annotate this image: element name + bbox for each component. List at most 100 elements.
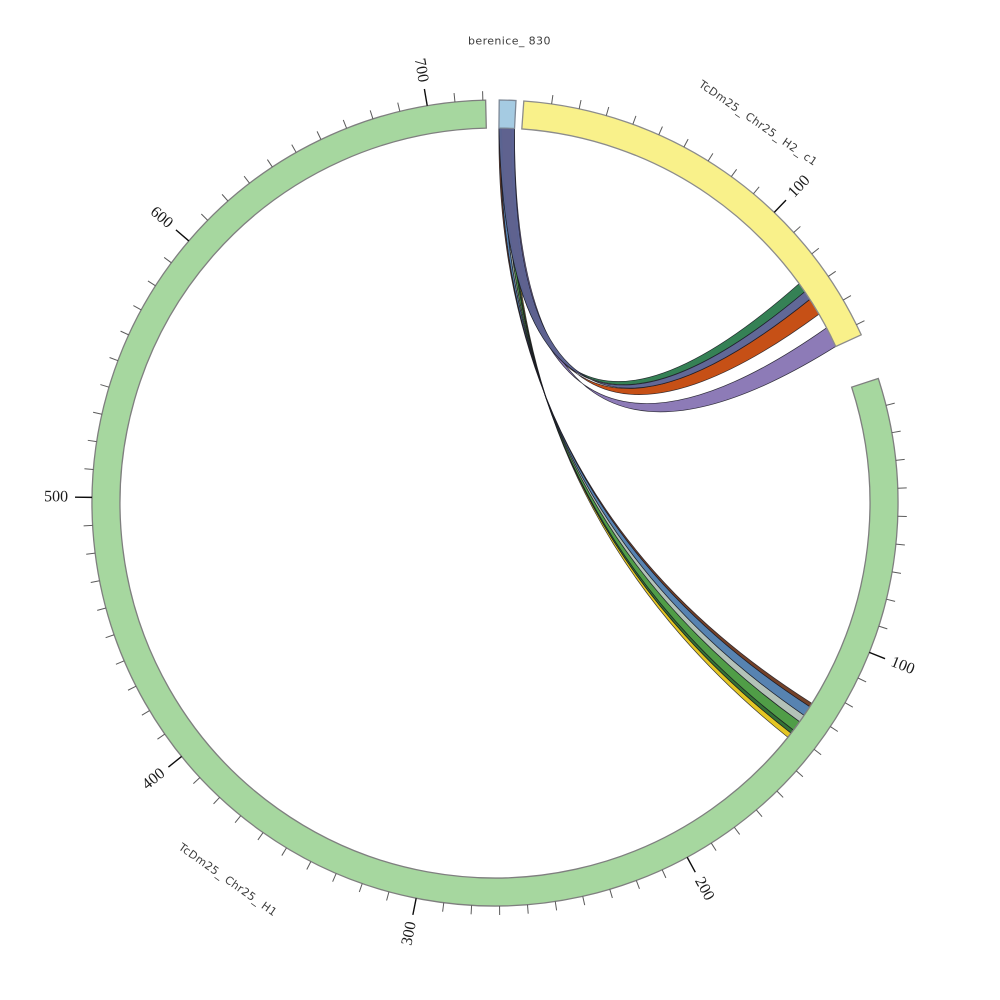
minor-tick-TcDm25_Chr25_H1-680 bbox=[369, 110, 374, 120]
tick-label-TcDm25_Chr25_H1-400: 400 bbox=[139, 765, 168, 793]
minor-tick-TcDm25_Chr25_H1-620 bbox=[221, 194, 229, 202]
minor-tick-TcDm25_Chr25_H1-420 bbox=[141, 710, 150, 716]
minor-tick-TcDm25_Chr25_H1-60 bbox=[895, 543, 905, 546]
minor-tick-TcDm25_Chr25_H1-660 bbox=[316, 131, 322, 140]
minor-tick-TcDm25_Chr25_H1-410 bbox=[157, 733, 166, 740]
minor-tick-TcDm25_Chr25_H1-140 bbox=[813, 748, 822, 756]
minor-tick-TcDm25_Chr25_H1-670 bbox=[342, 119, 348, 129]
links-layer bbox=[498, 127, 837, 738]
major-tick-TcDm25_Chr25_H1-700 bbox=[423, 88, 428, 106]
minor-tick-TcDm25_Chr25_H1-710 bbox=[453, 92, 456, 103]
minor-tick-TcDm25_Chr25_H1-360 bbox=[257, 832, 264, 841]
minor-tick-TcDm25_Chr25_H1-370 bbox=[234, 815, 242, 823]
major-tick-TcDm25_Chr25_H1-100 bbox=[869, 651, 886, 660]
minor-tick-TcDm25_Chr25_H1-540 bbox=[100, 384, 110, 388]
minor-tick-TcDm25_Chr25_H1-590 bbox=[163, 257, 172, 264]
minor-tick-TcDm25_Chr25_H1-550 bbox=[109, 357, 119, 362]
tick-label-TcDm25_Chr25_H2_c1-100: 100 bbox=[785, 172, 814, 201]
ticks-layer bbox=[75, 88, 907, 916]
minor-tick-TcDm25_Chr25_H1-310 bbox=[386, 891, 390, 901]
minor-tick-TcDm25_Chr25_H2_c1-30 bbox=[605, 106, 610, 116]
minor-tick-TcDm25_Chr25_H1-580 bbox=[147, 280, 156, 287]
minor-tick-TcDm25_Chr25_H2_c1-80 bbox=[730, 169, 738, 177]
minor-tick-TcDm25_Chr25_H1-610 bbox=[200, 213, 209, 221]
minor-tick-TcDm25_Chr25_H2_c1-60 bbox=[683, 138, 689, 148]
segments-layer bbox=[91, 99, 899, 907]
minor-tick-TcDm25_Chr25_H1-460 bbox=[97, 607, 107, 611]
tick-label-TcDm25_Chr25_H1-300: 300 bbox=[398, 920, 419, 947]
major-tick-TcDm25_Chr25_H1-400 bbox=[167, 755, 183, 768]
segment-arc-TcDm25_Chr25_H2_c1 bbox=[521, 100, 863, 348]
minor-tick-TcDm25_Chr25_H2_c1-150 bbox=[856, 320, 865, 326]
minor-tick-TcDm25_Chr25_H1-10 bbox=[885, 402, 895, 406]
minor-tick-TcDm25_Chr25_H1-80 bbox=[886, 598, 896, 602]
tick-label-TcDm25_Chr25_H1-600: 600 bbox=[147, 203, 176, 232]
tick-label-TcDm25_Chr25_H1-200: 200 bbox=[691, 874, 717, 903]
minor-tick-TcDm25_Chr25_H2_c1-70 bbox=[707, 153, 714, 162]
tick-label-TcDm25_Chr25_H1-700: 700 bbox=[411, 57, 432, 84]
minor-tick-TcDm25_Chr25_H1-290 bbox=[442, 902, 445, 912]
minor-tick-TcDm25_Chr25_H1-120 bbox=[844, 702, 854, 708]
ribbon-link-orange bbox=[501, 127, 820, 395]
minor-tick-TcDm25_Chr25_H1-350 bbox=[281, 847, 287, 856]
major-tick-TcDm25_Chr25_H1-300 bbox=[412, 898, 417, 916]
segment-name-label-TcDm25_Chr25_H2_c1: TcDm25_ Chr25_ H2_ c1 bbox=[696, 77, 820, 169]
minor-tick-TcDm25_Chr25_H1-30 bbox=[895, 458, 905, 461]
minor-tick-TcDm25_Chr25_H1-570 bbox=[133, 305, 142, 311]
minor-tick-TcDm25_Chr25_H2_c1-40 bbox=[632, 115, 637, 125]
minor-tick-TcDm25_Chr25_H1-450 bbox=[105, 634, 115, 639]
minor-tick-TcDm25_Chr25_H1-340 bbox=[306, 861, 312, 870]
minor-tick-TcDm25_Chr25_H1-560 bbox=[120, 330, 129, 336]
major-tick-TcDm25_Chr25_H1-600 bbox=[175, 229, 190, 242]
minor-tick-TcDm25_Chr25_H1-220 bbox=[635, 880, 640, 890]
minor-tick-TcDm25_Chr25_H2_c1-130 bbox=[827, 270, 836, 277]
segment-name-label-berenice_830: berenice_ 830 bbox=[468, 35, 551, 48]
minor-tick-TcDm25_Chr25_H1-530 bbox=[93, 411, 103, 415]
minor-tick-TcDm25_Chr25_H2_c1-20 bbox=[578, 99, 582, 109]
minor-tick-TcDm25_Chr25_H1-520 bbox=[87, 439, 97, 443]
minor-tick-TcDm25_Chr25_H2_c1-140 bbox=[842, 295, 852, 301]
minor-tick-TcDm25_Chr25_H1-640 bbox=[266, 159, 273, 168]
minor-tick-TcDm25_Chr25_H1-650 bbox=[291, 144, 297, 153]
minor-tick-TcDm25_Chr25_H2_c1-10 bbox=[551, 95, 554, 105]
minor-tick-TcDm25_Chr25_H1-330 bbox=[332, 873, 337, 882]
tick-label-TcDm25_Chr25_H1-100: 100 bbox=[888, 653, 917, 678]
minor-tick-TcDm25_Chr25_H1-260 bbox=[526, 904, 529, 914]
minor-tick-TcDm25_Chr25_H1-130 bbox=[830, 726, 839, 732]
labels-layer: berenice_ 830 100 TcDm25_ Chr25_ H2_ c1 100… bbox=[44, 35, 917, 947]
minor-tick-TcDm25_Chr25_H1-280 bbox=[470, 905, 473, 915]
minor-tick-TcDm25_Chr25_H1-180 bbox=[733, 826, 741, 835]
minor-tick-TcDm25_Chr25_H1-380 bbox=[213, 796, 221, 805]
minor-tick-TcDm25_Chr25_H2_c1-120 bbox=[811, 247, 820, 255]
minor-tick-TcDm25_Chr25_H2_c1-50 bbox=[658, 126, 663, 135]
minor-tick-TcDm25_Chr25_H1-90 bbox=[878, 625, 888, 630]
segment-name-label-TcDm25_Chr25_H1: TcDm25_ Chr25_ H1 bbox=[175, 840, 279, 919]
minor-tick-TcDm25_Chr25_H1-440 bbox=[115, 660, 125, 665]
minor-tick-TcDm25_Chr25_H1-210 bbox=[661, 869, 667, 879]
minor-tick-TcDm25_Chr25_H1-70 bbox=[891, 571, 902, 574]
minor-tick-TcDm25_Chr25_H1-160 bbox=[776, 790, 784, 798]
major-tick-TcDm25_Chr25_H2_c1-100 bbox=[773, 199, 787, 213]
minor-tick-TcDm25_Chr25_H2_c1-110 bbox=[793, 226, 801, 233]
minor-tick-TcDm25_Chr25_H1-240 bbox=[582, 896, 586, 906]
minor-tick-TcDm25_Chr25_H1-690 bbox=[397, 102, 401, 112]
minor-tick-TcDm25_Chr25_H1-150 bbox=[795, 770, 804, 778]
minor-tick-TcDm25_Chr25_H1-490 bbox=[83, 524, 93, 527]
minor-tick-TcDm25_Chr25_H1-230 bbox=[609, 889, 613, 899]
minor-tick-TcDm25_Chr25_H1-470 bbox=[90, 580, 100, 584]
major-tick-TcDm25_Chr25_H1-200 bbox=[686, 856, 696, 873]
minor-tick-TcDm25_Chr25_H1-390 bbox=[193, 777, 201, 785]
minor-tick-TcDm25_Chr25_H1-170 bbox=[755, 809, 763, 818]
minor-tick-TcDm25_Chr25_H1-110 bbox=[857, 677, 867, 683]
segment-arc-berenice_830 bbox=[498, 99, 517, 130]
minor-tick-TcDm25_Chr25_H1-190 bbox=[710, 842, 717, 851]
minor-tick-TcDm25_Chr25_H1-320 bbox=[358, 883, 363, 893]
minor-tick-TcDm25_Chr25_H1-20 bbox=[891, 430, 901, 434]
tick-label-TcDm25_Chr25_H1-500: 500 bbox=[44, 488, 68, 505]
minor-tick-TcDm25_Chr25_H2_c1-90 bbox=[753, 186, 760, 195]
minor-tick-TcDm25_Chr25_H1-250 bbox=[554, 901, 558, 911]
minor-tick-TcDm25_Chr25_H1-510 bbox=[84, 468, 94, 470]
minor-tick-TcDm25_Chr25_H1-630 bbox=[243, 175, 250, 184]
